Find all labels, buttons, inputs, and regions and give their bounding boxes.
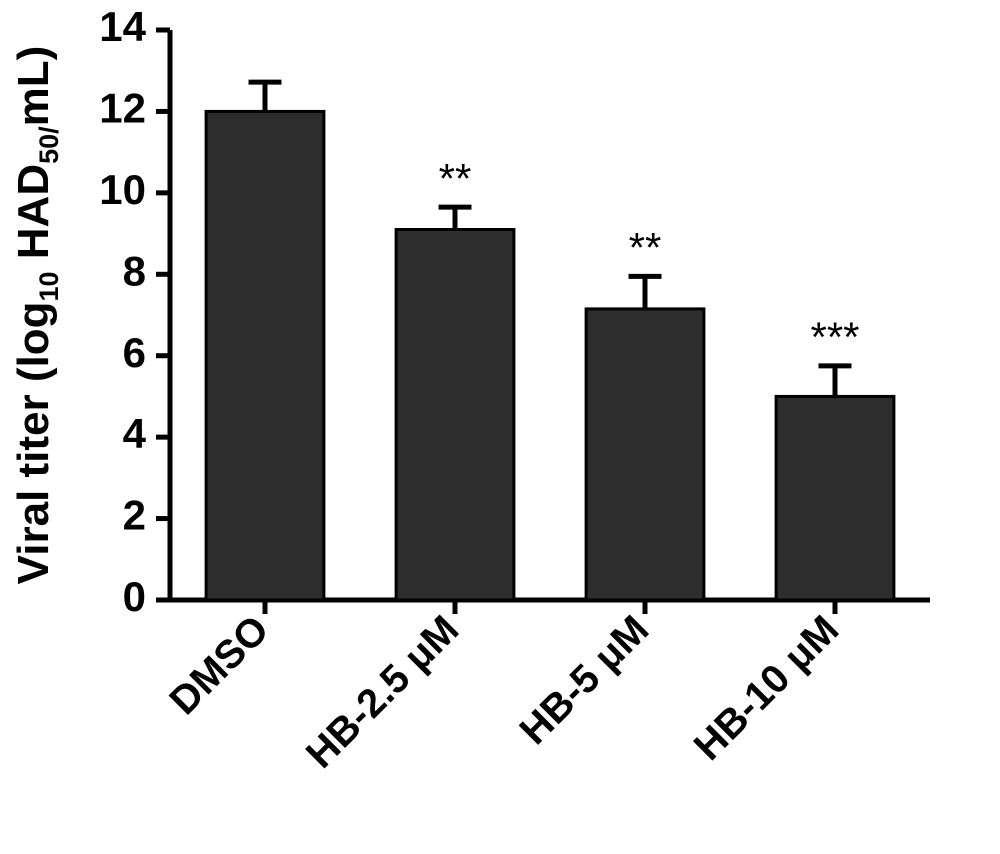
y-tick-label: 12 [99,85,146,132]
y-tick-label: 0 [123,573,146,620]
significance-marker: ** [439,155,472,202]
x-category-label: DMSO [161,607,277,723]
x-category-label: HB-10 μM [686,607,848,769]
x-category-label: HB-5 μM [512,607,658,753]
viral-titer-bar-chart: 0 2 4 6 8 10 12 14 DMSO ** HB-2.5 μM ** HB-5 μM *** HB… [0,0,1000,854]
y-tick-label: 6 [123,329,146,376]
chart-svg: 0 2 4 6 8 10 12 14 DMSO ** HB-2.5 μM ** HB-5 μM *** HB… [0,0,1000,854]
y-axis-label: Viral titer (log10 HAD50/mL) [9,46,64,585]
significance-marker: *** [810,314,859,361]
x-category-label: HB-2.5 μM [298,607,467,776]
bar [206,111,324,600]
bar [586,309,704,600]
y-tick-label: 10 [99,166,146,213]
y-tick-label: 14 [99,3,146,50]
bar [396,230,514,601]
y-tick-label: 4 [123,410,147,457]
y-tick-label: 8 [123,247,146,294]
significance-marker: ** [629,224,662,271]
bar [776,396,894,600]
y-tick-label: 2 [123,492,146,539]
